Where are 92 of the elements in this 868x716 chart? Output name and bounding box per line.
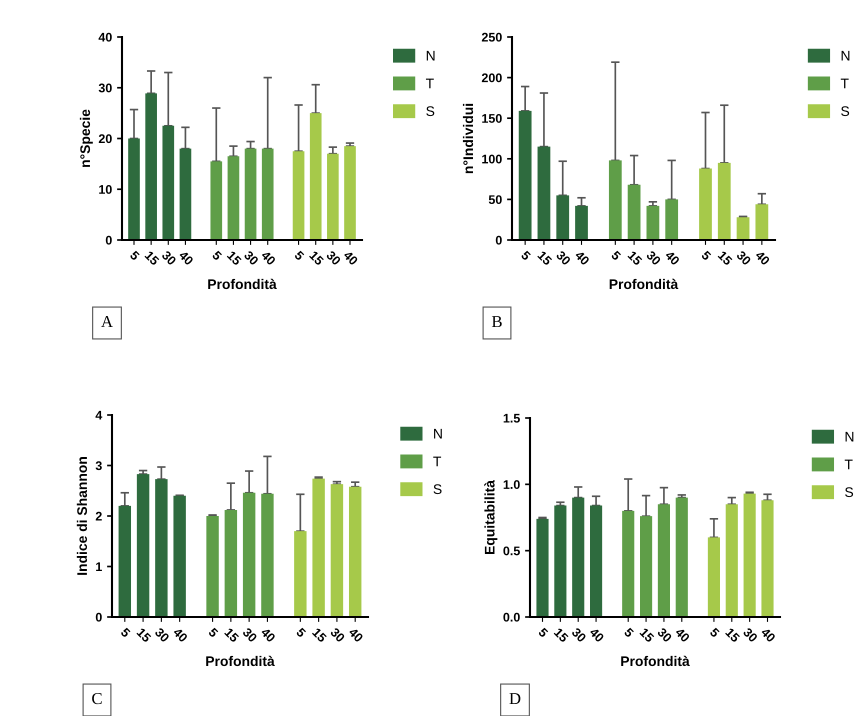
x-tick-label: 5 [700,250,712,261]
x-tick-label: 40 [664,250,680,266]
x-tick-label: 5 [212,250,222,261]
y-tick-label: 10 [99,185,112,194]
legend-label: N [842,50,850,60]
x-tick-label: 5 [296,627,306,638]
x-tick-label: 5 [129,250,140,261]
legend-label: N [434,428,442,438]
x-tick-label: 40 [674,627,690,643]
y-tick-label: 150 [482,114,502,123]
x-tick-label: 15 [312,628,328,643]
y-axis-title: n°Individui [462,104,474,174]
x-tick-label: 30 [656,627,672,643]
y-tick-label: 40 [98,32,112,42]
x-tick-label: 5 [120,627,131,638]
x-tick-label: 40 [588,627,605,643]
x-tick-label: 5 [538,627,549,638]
legend-label: S [434,484,442,494]
y-tick-label: 3 [96,461,102,470]
x-tick-label: 30 [154,627,170,643]
x-tick-label: 40 [754,250,770,266]
x-tick-label: 15 [554,628,569,643]
x-tick-label: 5 [610,250,622,261]
x-tick-label: 5 [208,627,219,638]
x-tick-label: 30 [646,250,662,266]
x-tick-label: 5 [709,627,720,638]
x-axis-title: Profondità [208,278,277,290]
y-tick-label: 1 [96,562,102,572]
y-tick-label: 1.5 [504,414,520,423]
x-tick-label: 15 [308,250,324,266]
legend-label: S [841,106,850,116]
x-axis-title: Profondità [621,656,690,666]
x-tick-label: 30 [742,627,758,643]
x-tick-label: 15 [136,628,152,643]
y-tick-label: 0.5 [503,546,520,556]
x-tick-label: 15 [537,250,552,266]
x-tick-label: 30 [736,250,752,266]
y-tick-label: 0 [496,236,502,245]
y-axis-title: n°Specie [80,110,93,167]
x-tick-label: 40 [760,627,776,643]
legend-label: T [840,78,849,88]
text: B [492,316,502,328]
legend-label: S [426,106,434,116]
text: C [92,692,102,704]
x-tick-label: 15 [725,628,740,643]
legend-label: N [846,432,854,442]
x-tick-label: 40 [260,627,276,643]
y-tick-label: 4 [96,410,102,420]
y-tick-label: 0.0 [503,612,520,622]
legend-label: N [426,50,435,60]
y-axis-title: Equitabilità [484,480,498,554]
x-tick-label: 40 [172,627,188,643]
text: D [509,693,520,704]
y-tick-label: 2 [96,512,102,521]
x-tick-label: 30 [243,250,260,266]
x-tick-label: 30 [556,250,572,266]
x-tick-label: 40 [574,250,590,266]
y-tick-label: 200 [482,73,502,82]
legend-label: T [433,456,442,466]
x-tick-label: 30 [571,627,587,643]
x-tick-label: 40 [178,250,194,266]
x-tick-label: 15 [639,628,655,643]
x-tick-label: 15 [718,250,733,266]
x-tick-label: 30 [242,627,258,643]
x-tick-label: 30 [330,627,346,643]
x-tick-label: 15 [144,250,160,266]
y-tick-label: 0 [106,236,112,245]
text: A [101,316,113,328]
legend-label: S [845,487,854,498]
legend-label: T [844,460,853,470]
x-tick-label: 30 [326,250,342,266]
x-tick-label: 40 [348,627,364,643]
y-tick-label: 50 [488,195,502,204]
legend-label: T [426,78,434,88]
y-tick-label: 0 [96,612,102,622]
x-tick-label: 40 [260,250,276,266]
x-tick-label: 5 [294,250,305,261]
y-tick-label: 1.0 [504,480,520,489]
y-tick-label: 20 [98,134,112,144]
x-tick-label: 40 [342,250,358,266]
x-tick-label: 15 [627,250,643,266]
x-tick-label: 30 [161,250,177,266]
y-tick-label: 100 [482,154,502,164]
y-axis-title: Indice di Shannon [76,457,88,575]
y-tick-label: 250 [482,32,502,42]
x-tick-label: 5 [624,627,634,638]
x-axis-title: Profondità [610,278,678,290]
x-tick-label: 15 [224,628,240,643]
x-axis-title: Profondità [206,656,275,666]
x-tick-label: 15 [226,250,242,266]
y-tick-label: 30 [98,84,112,92]
x-tick-label: 5 [520,250,532,261]
